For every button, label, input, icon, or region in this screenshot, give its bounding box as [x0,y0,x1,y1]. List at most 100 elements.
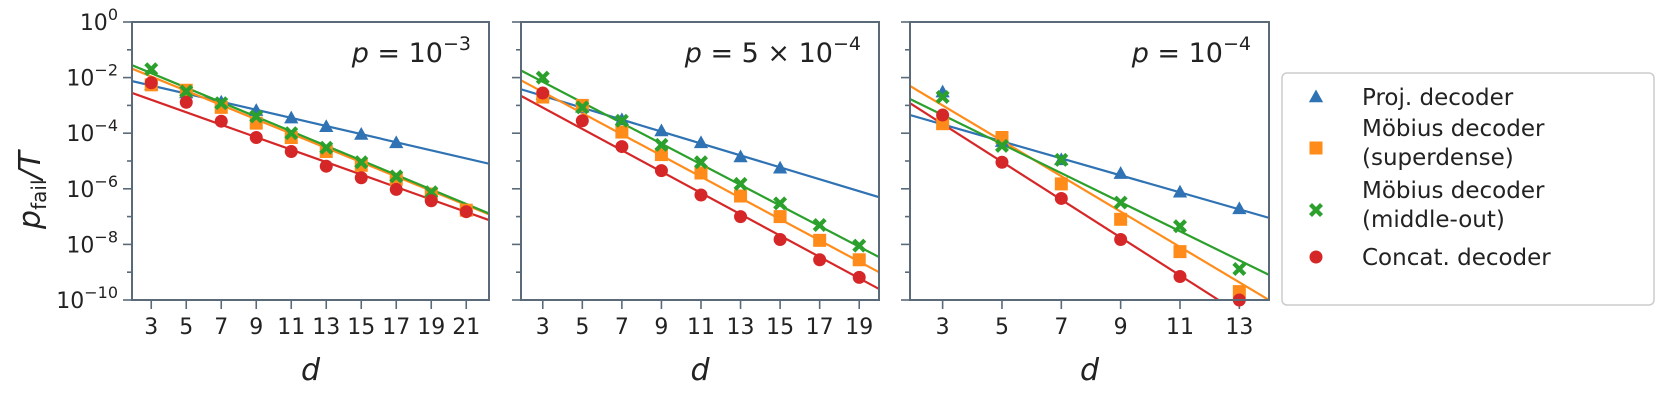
point-concat [995,155,1009,169]
point-concat [1114,233,1128,247]
x-tick-label: 7 [615,315,629,340]
point-middleout [535,70,550,85]
y-tick-label: 10−6 [66,172,118,203]
point-superdense [1114,212,1128,226]
point-superdense [615,125,629,139]
point-middleout [179,84,194,99]
legend: Proj. decoder Möbius decoder(superdense) M… [1281,72,1655,306]
point-concat [424,194,438,208]
markers [535,70,867,284]
point-concat [354,171,368,185]
point-concat [1173,270,1187,284]
point-superdense [1054,177,1068,191]
x-tick-label: 5 [179,315,193,340]
axes-frame [909,21,1270,301]
legend-marker [1308,89,1324,103]
legend-entry: Möbius decoder (superdense) [1309,116,1545,171]
point-proj [319,119,334,133]
x-tick-label: 19 [417,315,445,340]
point-middleout [144,62,159,77]
legend-box [1281,72,1655,306]
x-tick-label: 17 [806,315,834,340]
point-middleout [994,138,1009,153]
x-tick-label: 11 [1166,315,1194,340]
x-tick-label: 11 [277,315,305,340]
point-concat [734,210,748,224]
fit-line-superdense [910,85,1269,300]
x-tick-label: 3 [144,315,158,340]
x-tick-label: 3 [536,315,550,340]
point-concat [654,164,668,178]
panel-2: 3 5 7 9 11 13 15 17 19 d p = 5 × 10−4 [512,21,880,388]
y-axis-label-main: p [13,210,48,230]
point-concat [214,114,228,128]
point-superdense [852,253,866,267]
point-concat [615,140,629,154]
point-middleout [1113,195,1128,210]
x-tick-label: 13 [1225,315,1253,340]
x-axis-label: d [1080,353,1100,388]
p-annotation: p = 5 × 10−4 [684,33,861,69]
legend-label: Concat. decoder [1362,245,1551,271]
x-tick-label: 21 [452,315,480,340]
point-concat [249,131,263,145]
x-tick-label: 5 [995,315,1009,340]
point-proj [389,135,404,149]
y-tick-label: 10−4 [66,116,118,147]
legend-entry: Concat. decoder [1309,245,1551,271]
point-concat [144,76,158,90]
axes-frame [131,21,490,301]
point-middleout [852,238,867,253]
panel-1: 100 10−2 10−4 10−6 10−8 10−10 3 5 7 9 11 13 15 17 19 21… [56,5,490,388]
point-superdense [354,158,368,172]
point-proj [693,135,709,149]
y-axis-label-tail: /T [13,148,48,182]
point-middleout [249,109,264,124]
point-concat [936,108,950,122]
svg-text:pfail/T: pfail/T [13,148,51,230]
point-proj [654,123,669,137]
point-concat [284,144,298,158]
x-tick-label: 13 [727,315,755,340]
legend-label: Proj. decoder [1362,85,1514,111]
x-tick-label: 9 [1114,315,1128,340]
fit-lines [910,85,1269,300]
legend-marker [1309,203,1323,217]
point-concat [694,188,708,202]
point-superdense [1173,245,1187,259]
fit-line-middleout [910,98,1269,276]
point-superdense [813,233,827,247]
p-annotation: p = 10−4 [1131,33,1251,69]
point-concat [813,253,827,267]
point-superdense [734,189,748,203]
x-tick-label: 7 [1054,315,1068,340]
legend-label: (middle-out) [1362,207,1505,233]
point-middleout [319,140,334,155]
point-concat [319,159,333,173]
point-middleout [284,126,299,141]
point-middleout [1173,219,1187,234]
point-middleout [575,100,590,115]
point-proj [1232,201,1247,215]
point-concat [536,86,550,100]
x-tick-label: 11 [687,315,715,340]
y-tick-label: 10−2 [66,61,118,92]
x-tick-label: 13 [312,315,340,340]
markers [144,62,473,219]
x-tick-label: 9 [249,315,263,340]
x-tick-label: 19 [845,315,873,340]
point-superdense [773,210,787,224]
fit-line-proj [910,113,1269,219]
y-axis-label-sub: fail [27,179,51,209]
legend-marker [1309,250,1323,264]
axes-frame [520,21,880,301]
y-tick-label: 10−10 [56,283,118,314]
point-middleout [389,169,404,184]
point-concat [852,270,866,284]
x-axis-label: d [301,353,321,388]
y-tick-label: 100 [80,5,118,36]
legend-label: Möbius decoder [1362,178,1545,204]
point-middleout [773,196,788,211]
point-middleout [214,96,229,111]
